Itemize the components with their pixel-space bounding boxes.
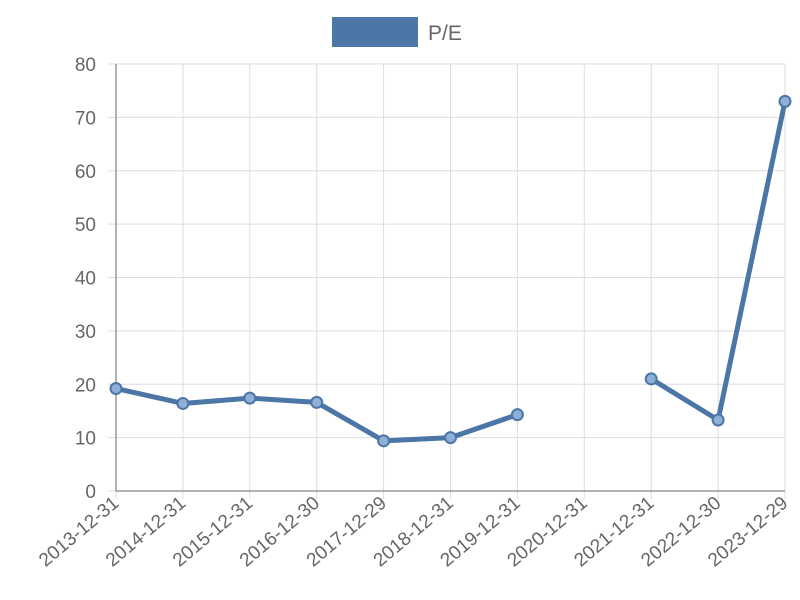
- y-tick-label: 40: [75, 269, 96, 290]
- data-point: [711, 413, 725, 427]
- data-point: [310, 395, 324, 409]
- y-tick-label: 10: [75, 429, 96, 450]
- data-point: [243, 391, 257, 405]
- legend-swatch: [332, 17, 418, 47]
- data-point: [444, 431, 457, 445]
- series-pe: [109, 94, 792, 448]
- y-tick-label: 0: [85, 482, 96, 503]
- legend[interactable]: P/E: [332, 17, 462, 47]
- data-point: [176, 396, 190, 410]
- y-axis-ticks: 0 10 20 30 40 50 60 70 80: [75, 55, 96, 503]
- data-point: [644, 372, 658, 386]
- y-tick-label: 60: [75, 162, 96, 183]
- axes: [115, 64, 785, 492]
- y-tick-label: 20: [75, 375, 96, 396]
- y-tick-label: 80: [75, 55, 96, 76]
- y-tick-label: 70: [75, 108, 96, 129]
- x-axis-ticks: 2013-12-312014-12-312015-12-312016-12-30…: [35, 493, 792, 572]
- data-point: [109, 382, 123, 396]
- grid: [108, 63, 786, 499]
- y-tick-label: 50: [75, 215, 96, 236]
- data-point: [778, 94, 792, 108]
- legend-label: P/E: [428, 22, 462, 45]
- data-point: [510, 408, 524, 422]
- y-tick-label: 30: [75, 322, 96, 343]
- data-point: [377, 434, 391, 448]
